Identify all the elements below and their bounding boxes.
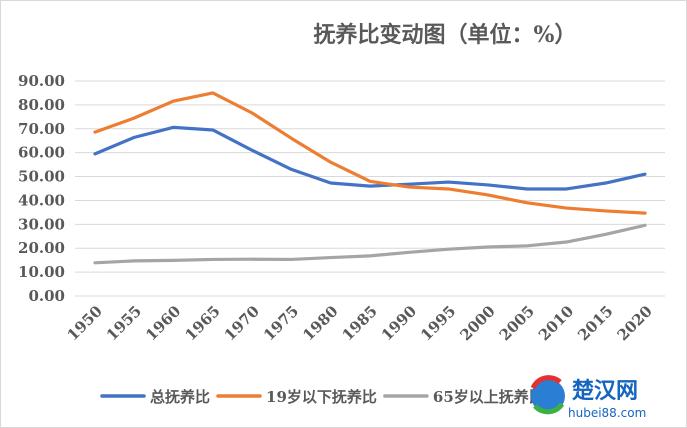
x-tick-label: 1955: [103, 302, 145, 344]
y-tick-label: 60.00: [18, 144, 65, 162]
x-tick-label: 1965: [181, 302, 223, 344]
x-tick-label: 2015: [574, 302, 616, 344]
x-tick-label: 1990: [378, 302, 420, 344]
x-tick-label: 1985: [339, 302, 381, 344]
y-tick-label: 40.00: [18, 191, 65, 209]
x-tick-label: 1970: [221, 302, 263, 344]
series-line: [93, 223, 647, 265]
x-tick-label: 1975: [260, 302, 302, 344]
watermark-logo: 楚汉网 hubei88.com: [530, 375, 646, 420]
watermark-brand: 楚汉网: [572, 379, 638, 404]
x-tick-label: 1960: [142, 302, 184, 344]
legend-label: 65岁以上抚养比: [433, 388, 544, 406]
x-tick-label: 1995: [417, 302, 459, 344]
y-tick-label: 70.00: [18, 120, 65, 138]
y-tick-label: 80.00: [18, 96, 65, 114]
x-tick-label: 2010: [535, 302, 577, 344]
x-tick-label: 1950: [64, 302, 106, 344]
watermark-domain: hubei88.com: [568, 406, 646, 420]
y-tick-label: 10.00: [18, 263, 65, 281]
x-tick-label: 2000: [456, 302, 498, 344]
series-line: [93, 91, 647, 215]
x-tick-label: 1980: [299, 302, 341, 344]
y-tick-label: 50.00: [18, 168, 65, 186]
chart-title: 抚养比变动图（单位：%）: [314, 22, 577, 48]
y-tick-label: 0.00: [28, 287, 65, 305]
y-tick-label: 90.00: [18, 72, 65, 90]
y-tick-label: 20.00: [18, 239, 65, 257]
legend-label: 19岁以下抚养比: [266, 388, 377, 406]
x-tick-label: 2020: [614, 302, 656, 344]
series-line: [93, 125, 647, 191]
x-tick-label: 2005: [496, 302, 538, 344]
y-tick-label: 30.00: [18, 215, 65, 233]
legend-label: 总抚养比: [150, 388, 210, 406]
